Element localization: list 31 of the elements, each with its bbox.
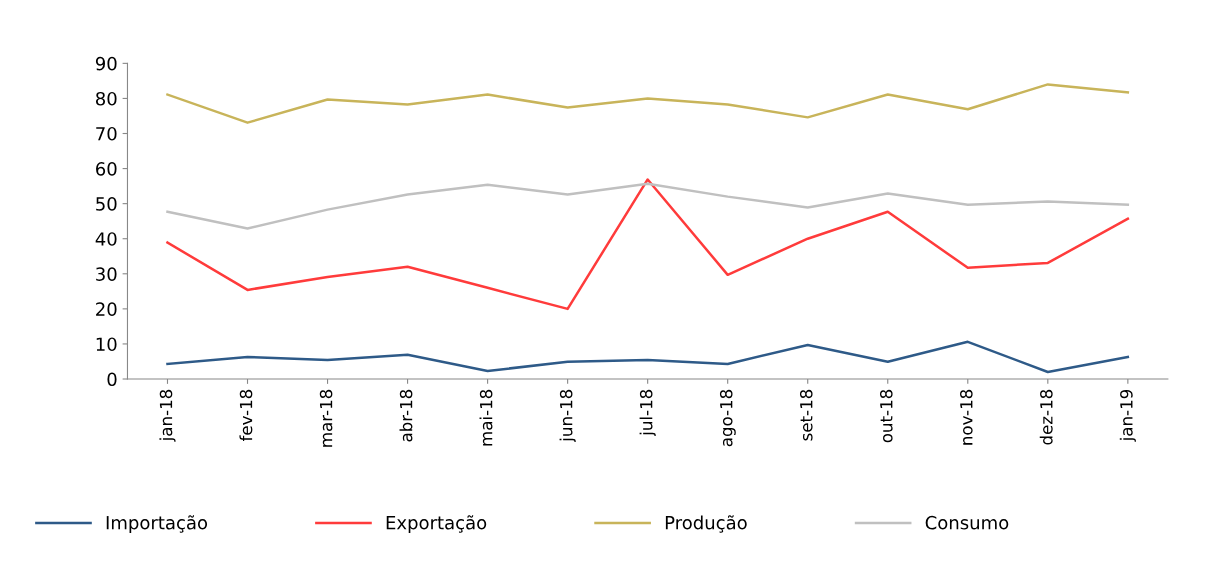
x-tick-label: out-18 (879, 389, 893, 443)
x-tick-label: mai-18 (479, 389, 493, 446)
y-tick-label: 20 (96, 302, 117, 316)
y-tick-label: 70 (96, 126, 117, 141)
x-tick-label: jul-18 (639, 389, 656, 437)
x-tick-label: ago-18 (719, 389, 736, 447)
line-series (166, 178, 1130, 311)
x-tick-label: dez-18 (1039, 389, 1053, 445)
legend-label: Consumo (925, 515, 1009, 530)
x-tick-label: jan-19 (1119, 389, 1136, 442)
y-tick-label: 0 (107, 372, 117, 387)
x-tick-label: fev-18 (239, 389, 253, 442)
y-tick-label: 60 (96, 162, 117, 176)
x-tick-label: mar-18 (319, 389, 333, 447)
y-tick-label: 30 (96, 267, 117, 281)
line-series (166, 340, 1130, 374)
x-tick-label: set-18 (799, 389, 813, 441)
line-series (166, 83, 1130, 124)
y-tick-label: 10 (96, 337, 117, 352)
x-tick-label: jun-18 (559, 389, 576, 443)
x-tick-label: nov-18 (960, 389, 973, 445)
legend-label: Produção (665, 515, 747, 533)
y-tick-label: 80 (96, 91, 117, 106)
x-tick-label: abr-18 (399, 389, 413, 442)
y-tick-label: 50 (96, 197, 117, 211)
legend-label: Importação (106, 515, 208, 533)
y-tick-label: 90 (95, 56, 117, 71)
x-tick-label: jan-18 (159, 389, 176, 442)
line-series (166, 182, 1130, 230)
y-tick-label: 40 (95, 232, 117, 246)
legend-label: Exportação (386, 515, 487, 533)
